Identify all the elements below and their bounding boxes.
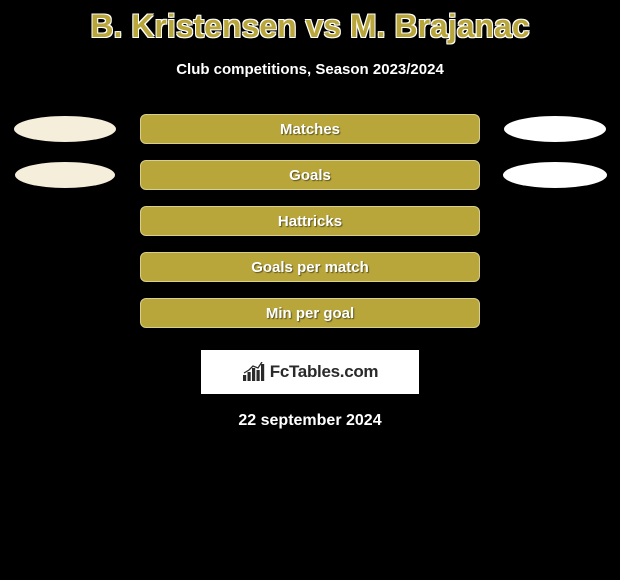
stat-row: Min per goal xyxy=(0,298,620,328)
comparison-infographic: B. Kristensen vs M. Brajanac Club compet… xyxy=(0,0,620,430)
right-value-pill xyxy=(504,116,606,142)
stat-label-bar: Matches xyxy=(140,114,480,144)
left-slot xyxy=(10,116,120,142)
subtitle: Club competitions, Season 2023/2024 xyxy=(0,61,620,78)
stat-label-bar: Goals xyxy=(140,160,480,190)
stat-label-bar: Hattricks xyxy=(140,206,480,236)
date-label: 22 september 2024 xyxy=(0,412,620,430)
stat-row: Hattricks xyxy=(0,206,620,236)
right-slot xyxy=(500,116,610,142)
right-value-pill xyxy=(503,162,607,188)
logo-text: FcTables.com xyxy=(270,362,379,382)
right-slot xyxy=(500,162,610,188)
left-value-pill xyxy=(14,116,116,142)
stat-row: Goals per match xyxy=(0,252,620,282)
stat-label-bar: Min per goal xyxy=(140,298,480,328)
stat-row: Matches xyxy=(0,114,620,144)
left-slot xyxy=(10,162,120,188)
stat-rows: Matches Goals Hattricks Goals per match Min … xyxy=(0,114,620,328)
stat-row: Goals xyxy=(0,160,620,190)
page-title: B. Kristensen vs M. Brajanac xyxy=(0,8,620,45)
logo-box: FcTables.com xyxy=(201,350,419,394)
left-value-pill xyxy=(15,162,115,188)
stat-label-bar: Goals per match xyxy=(140,252,480,282)
bars-chart-icon xyxy=(242,362,266,382)
